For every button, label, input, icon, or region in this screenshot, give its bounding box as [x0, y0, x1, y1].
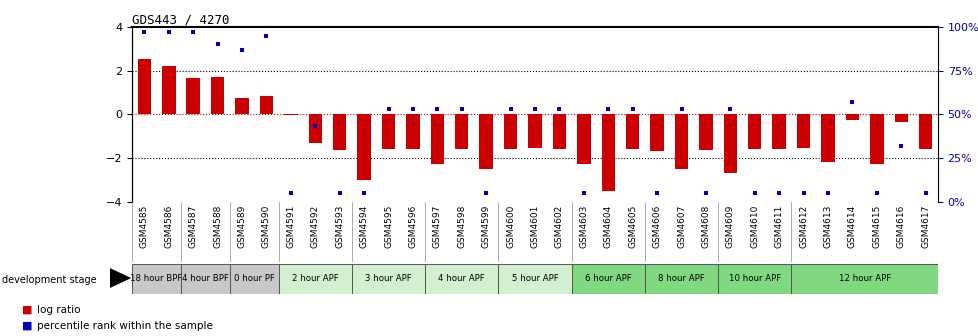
- Bar: [918, 114, 931, 149]
- Text: 12 hour APF: 12 hour APF: [837, 275, 890, 283]
- Text: GSM4585: GSM4585: [140, 205, 149, 248]
- Text: GSM4598: GSM4598: [457, 205, 466, 248]
- Text: 8 hour APF: 8 hour APF: [657, 275, 704, 283]
- Text: GSM4594: GSM4594: [359, 205, 369, 248]
- Text: GSM4608: GSM4608: [700, 205, 710, 248]
- Bar: [479, 114, 492, 169]
- Bar: [430, 114, 444, 165]
- Text: GSM4604: GSM4604: [603, 205, 612, 248]
- FancyBboxPatch shape: [132, 264, 181, 294]
- Text: GSM4587: GSM4587: [189, 205, 198, 248]
- Text: 2 hour APF: 2 hour APF: [291, 275, 338, 283]
- Bar: [894, 114, 907, 122]
- Bar: [186, 78, 200, 114]
- Bar: [723, 114, 736, 173]
- Text: GSM4612: GSM4612: [798, 205, 807, 248]
- Text: 5 hour APF: 5 hour APF: [511, 275, 557, 283]
- FancyBboxPatch shape: [181, 264, 230, 294]
- Bar: [381, 114, 395, 149]
- Text: GSM4610: GSM4610: [749, 205, 759, 248]
- Text: 18 hour BPF: 18 hour BPF: [130, 275, 183, 283]
- Text: GSM4597: GSM4597: [432, 205, 441, 248]
- Bar: [772, 114, 785, 149]
- Text: GSM4615: GSM4615: [871, 205, 880, 248]
- Text: GDS443 / 4270: GDS443 / 4270: [132, 13, 230, 27]
- Text: development stage: development stage: [2, 275, 97, 285]
- Bar: [138, 58, 151, 114]
- Text: GSM4599: GSM4599: [481, 205, 490, 248]
- Text: GSM4588: GSM4588: [213, 205, 222, 248]
- Text: GSM4593: GSM4593: [334, 205, 344, 248]
- Text: GSM4607: GSM4607: [677, 205, 686, 248]
- Bar: [284, 114, 297, 115]
- Bar: [210, 77, 224, 114]
- Bar: [698, 114, 712, 150]
- Bar: [357, 114, 371, 180]
- FancyBboxPatch shape: [718, 264, 790, 294]
- Bar: [162, 66, 175, 114]
- Text: GSM4591: GSM4591: [287, 205, 295, 248]
- Bar: [235, 98, 248, 114]
- Bar: [747, 114, 761, 149]
- Bar: [455, 114, 468, 149]
- Text: 10 hour APF: 10 hour APF: [728, 275, 780, 283]
- FancyBboxPatch shape: [645, 264, 718, 294]
- Bar: [821, 114, 834, 162]
- Text: ■: ■: [22, 305, 32, 315]
- Text: GSM4596: GSM4596: [408, 205, 417, 248]
- Text: GSM4592: GSM4592: [310, 205, 320, 248]
- Bar: [504, 114, 516, 149]
- Text: GSM4606: GSM4606: [652, 205, 661, 248]
- Bar: [600, 114, 614, 191]
- FancyBboxPatch shape: [351, 264, 424, 294]
- Text: GSM4611: GSM4611: [774, 205, 782, 248]
- Text: 4 hour APF: 4 hour APF: [438, 275, 485, 283]
- Bar: [308, 114, 322, 143]
- Bar: [577, 114, 590, 165]
- Text: GSM4603: GSM4603: [579, 205, 588, 248]
- Bar: [625, 114, 639, 149]
- FancyBboxPatch shape: [279, 264, 351, 294]
- Text: GSM4590: GSM4590: [262, 205, 271, 248]
- Text: GSM4601: GSM4601: [530, 205, 539, 248]
- Text: 4 hour BPF: 4 hour BPF: [182, 275, 229, 283]
- Bar: [649, 114, 663, 151]
- Bar: [674, 114, 688, 169]
- Text: GSM4595: GSM4595: [383, 205, 392, 248]
- Text: GSM4613: GSM4613: [822, 205, 831, 248]
- Bar: [333, 114, 346, 150]
- Text: GSM4614: GSM4614: [847, 205, 856, 248]
- Text: GSM4589: GSM4589: [238, 205, 246, 248]
- FancyBboxPatch shape: [498, 264, 571, 294]
- FancyBboxPatch shape: [571, 264, 645, 294]
- Text: GSM4586: GSM4586: [164, 205, 173, 248]
- Polygon shape: [110, 268, 131, 288]
- Text: GSM4616: GSM4616: [896, 205, 905, 248]
- Bar: [259, 96, 273, 114]
- Text: GSM4609: GSM4609: [725, 205, 734, 248]
- Text: 3 hour APF: 3 hour APF: [365, 275, 412, 283]
- FancyBboxPatch shape: [790, 264, 937, 294]
- Text: 0 hour PF: 0 hour PF: [234, 275, 275, 283]
- Text: 6 hour APF: 6 hour APF: [584, 275, 631, 283]
- Text: ■: ■: [22, 321, 32, 331]
- FancyBboxPatch shape: [230, 264, 279, 294]
- Bar: [796, 114, 810, 148]
- Bar: [553, 114, 565, 149]
- Bar: [869, 114, 883, 165]
- Text: log ratio: log ratio: [37, 305, 80, 315]
- Bar: [845, 114, 859, 120]
- Text: GSM4600: GSM4600: [506, 205, 514, 248]
- Bar: [528, 114, 541, 148]
- Text: GSM4602: GSM4602: [555, 205, 563, 248]
- Text: GSM4605: GSM4605: [628, 205, 637, 248]
- Bar: [406, 114, 420, 149]
- Text: GSM4617: GSM4617: [920, 205, 929, 248]
- FancyBboxPatch shape: [424, 264, 498, 294]
- Text: percentile rank within the sample: percentile rank within the sample: [37, 321, 213, 331]
